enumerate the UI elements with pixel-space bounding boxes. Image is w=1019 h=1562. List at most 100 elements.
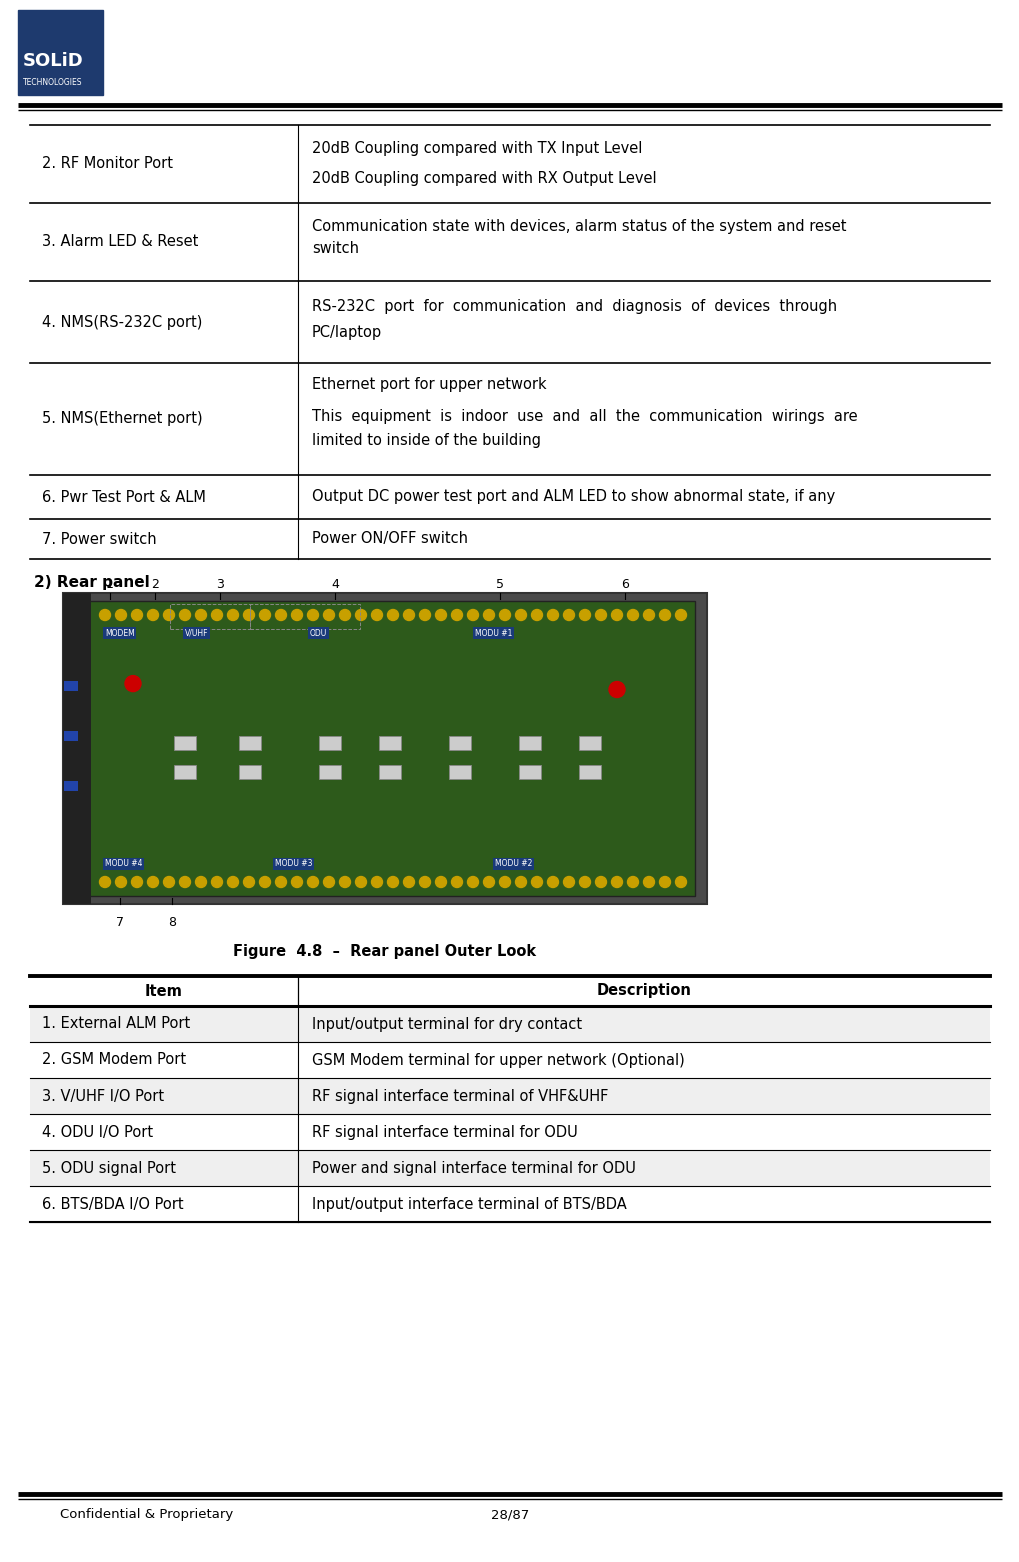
Circle shape [562, 876, 574, 887]
Bar [319, 765, 340, 779]
Circle shape [404, 609, 414, 620]
Bar [170, 604, 250, 629]
Text: 2. RF Monitor Port: 2. RF Monitor Port [42, 156, 173, 172]
Text: SOLiD: SOLiD [23, 52, 84, 70]
Circle shape [163, 609, 174, 620]
Bar [30, 1078, 989, 1114]
Text: Figure  4.8  –  Rear panel Outer Look: Figure 4.8 – Rear panel Outer Look [233, 943, 536, 959]
Bar [238, 765, 261, 779]
Text: 1. External ALM Port: 1. External ALM Port [42, 1017, 191, 1031]
Circle shape [579, 609, 590, 620]
Circle shape [339, 609, 351, 620]
Circle shape [211, 609, 222, 620]
Circle shape [467, 609, 478, 620]
Circle shape [611, 876, 622, 887]
Text: Description: Description [596, 984, 691, 998]
Circle shape [196, 876, 206, 887]
Bar [64, 781, 77, 790]
Circle shape [307, 609, 318, 620]
Text: 5. NMS(Ethernet port): 5. NMS(Ethernet port) [42, 411, 203, 426]
Text: 3. V/UHF I/O Port: 3. V/UHF I/O Port [42, 1089, 164, 1103]
Text: 7: 7 [116, 915, 124, 929]
Circle shape [100, 876, 110, 887]
Circle shape [387, 876, 398, 887]
Bar [63, 594, 706, 904]
Text: PC/laptop: PC/laptop [312, 325, 382, 341]
Circle shape [483, 876, 494, 887]
Text: Confidential & Proprietary: Confidential & Proprietary [60, 1507, 233, 1521]
Text: 6: 6 [621, 578, 629, 590]
Circle shape [100, 609, 110, 620]
Circle shape [579, 876, 590, 887]
Bar [238, 736, 261, 750]
Text: 28/87: 28/87 [490, 1507, 529, 1521]
Circle shape [515, 876, 526, 887]
Text: 8: 8 [168, 915, 176, 929]
Bar [30, 1150, 989, 1186]
Text: GSM Modem terminal for upper network (Optional): GSM Modem terminal for upper network (Op… [312, 1053, 684, 1067]
Text: 3: 3 [216, 578, 224, 590]
Circle shape [196, 609, 206, 620]
Bar [174, 765, 196, 779]
Circle shape [499, 876, 510, 887]
Circle shape [451, 609, 462, 620]
Circle shape [323, 876, 334, 887]
Circle shape [291, 876, 303, 887]
Circle shape [211, 876, 222, 887]
Circle shape [675, 876, 686, 887]
Bar [174, 736, 196, 750]
Bar [18, 9, 103, 95]
Circle shape [323, 609, 334, 620]
Bar [579, 765, 600, 779]
Circle shape [547, 876, 558, 887]
Text: RS-232C  port  for  communication  and  diagnosis  of  devices  through: RS-232C port for communication and diagn… [312, 298, 837, 314]
Text: Power and signal interface terminal for ODU: Power and signal interface terminal for … [312, 1161, 635, 1176]
Text: 4. NMS(RS-232C port): 4. NMS(RS-232C port) [42, 314, 202, 330]
Circle shape [244, 876, 255, 887]
Circle shape [115, 876, 126, 887]
Bar [379, 736, 400, 750]
Text: Power ON/OFF switch: Power ON/OFF switch [312, 531, 468, 547]
Text: MODU #3: MODU #3 [275, 859, 312, 868]
Text: MODU #4: MODU #4 [105, 859, 143, 868]
Circle shape [531, 876, 542, 887]
Circle shape [435, 609, 446, 620]
Circle shape [125, 676, 141, 692]
Text: RF signal interface terminal of VHF&UHF: RF signal interface terminal of VHF&UHF [312, 1089, 607, 1103]
Circle shape [404, 876, 414, 887]
Bar [448, 765, 471, 779]
Circle shape [356, 876, 366, 887]
Text: This  equipment  is  indoor  use  and  all  the  communication  wirings  are: This equipment is indoor use and all the… [312, 409, 857, 423]
Circle shape [483, 609, 494, 620]
Text: 5. ODU signal Port: 5. ODU signal Port [42, 1161, 176, 1176]
Text: 1: 1 [106, 578, 114, 590]
Text: MODEM: MODEM [105, 628, 135, 637]
Text: 20dB Coupling compared with TX Input Level: 20dB Coupling compared with TX Input Lev… [312, 141, 642, 156]
Circle shape [627, 609, 638, 620]
Circle shape [467, 876, 478, 887]
Text: Ethernet port for upper network: Ethernet port for upper network [312, 376, 546, 392]
Circle shape [307, 876, 318, 887]
Circle shape [179, 609, 191, 620]
Text: Input/output interface terminal of BTS/BDA: Input/output interface terminal of BTS/B… [312, 1196, 626, 1212]
Circle shape [562, 609, 574, 620]
Text: Item: Item [145, 984, 182, 998]
Circle shape [115, 609, 126, 620]
Text: 7. Power switch: 7. Power switch [42, 531, 157, 547]
Circle shape [611, 609, 622, 620]
Circle shape [659, 609, 669, 620]
Circle shape [371, 876, 382, 887]
Circle shape [244, 609, 255, 620]
Circle shape [595, 609, 606, 620]
Text: MODU #2: MODU #2 [494, 859, 532, 868]
Text: switch: switch [312, 241, 359, 256]
Text: 2) Rear panel: 2) Rear panel [34, 575, 150, 590]
Circle shape [356, 609, 366, 620]
Text: V/UHF: V/UHF [184, 628, 208, 637]
Circle shape [148, 876, 158, 887]
Bar [519, 765, 540, 779]
Circle shape [259, 876, 270, 887]
Circle shape [515, 609, 526, 620]
Circle shape [627, 876, 638, 887]
Text: Output DC power test port and ALM LED to show abnormal state, if any: Output DC power test port and ALM LED to… [312, 489, 835, 505]
